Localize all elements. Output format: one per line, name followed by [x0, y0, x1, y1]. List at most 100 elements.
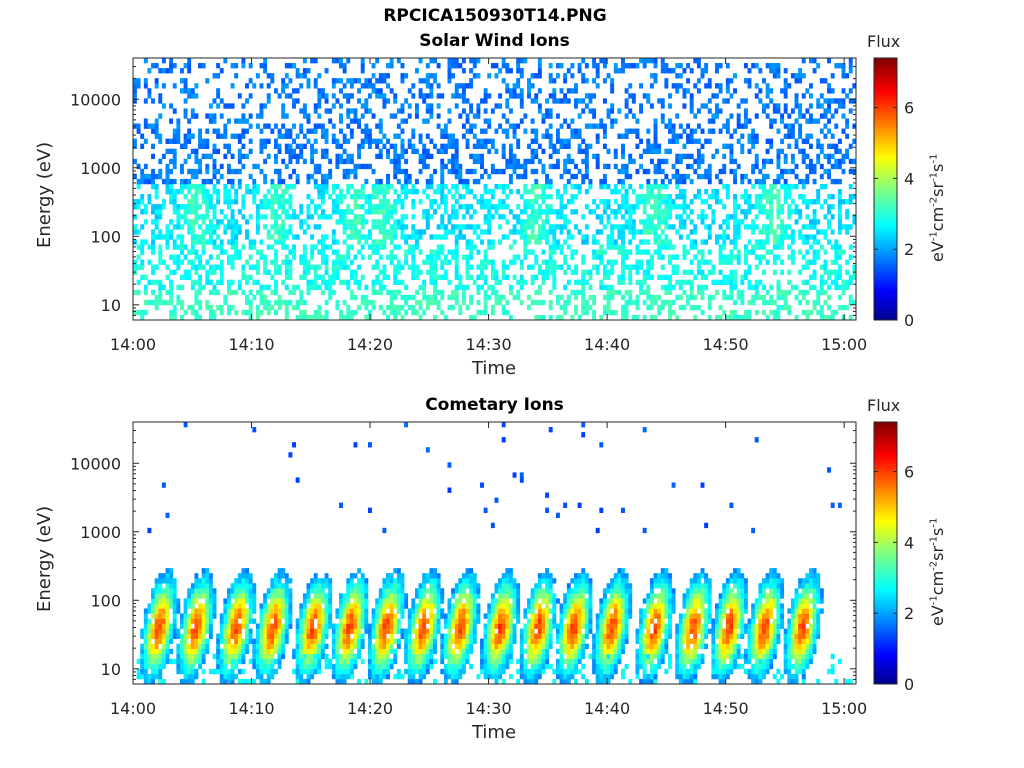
heatmap-cell — [440, 158, 445, 165]
heatmap-cell — [201, 244, 206, 250]
heatmap-cell — [176, 244, 181, 250]
heatmap-cell — [273, 229, 278, 235]
heatmap-cell — [743, 314, 748, 321]
heatmap-cell — [657, 163, 662, 170]
heatmap-cell — [743, 108, 748, 114]
heatmap-cell — [790, 183, 795, 190]
heatmap-cell — [555, 133, 560, 139]
heatmap-cell — [501, 264, 506, 270]
heatmap-cell — [671, 173, 676, 180]
heatmap-cell — [349, 274, 354, 280]
heatmap-cell — [834, 269, 839, 275]
heatmap-cell — [523, 128, 528, 134]
heatmap-cell — [790, 73, 795, 79]
heatmap-cell — [172, 608, 177, 614]
heatmap-cell — [201, 628, 206, 634]
heatmap-cell — [277, 613, 282, 619]
heatmap-cell — [245, 633, 249, 639]
heatmap-cell — [400, 153, 405, 160]
heatmap-cell — [133, 259, 137, 265]
heatmap-cell — [245, 274, 249, 280]
heatmap-cell — [169, 234, 174, 240]
heatmap-cell — [758, 178, 763, 185]
heatmap-cell — [827, 88, 831, 94]
heatmap-cell — [837, 214, 842, 220]
heatmap-cell — [733, 234, 738, 240]
heatmap-cell — [480, 284, 484, 291]
heatmap-cell — [404, 98, 409, 104]
heatmap-cell — [176, 214, 181, 220]
heatmap-cell — [628, 108, 633, 114]
heatmap-cell — [765, 138, 770, 144]
heatmap-cell — [223, 299, 228, 306]
heatmap-cell — [180, 648, 184, 655]
heatmap-cell — [151, 98, 155, 104]
heatmap-cell — [718, 269, 723, 275]
heatmap-cell — [270, 289, 275, 296]
heatmap-cell — [328, 294, 333, 301]
heatmap-cell — [425, 224, 430, 230]
heatmap-cell — [147, 648, 152, 655]
heatmap-cell — [136, 204, 141, 210]
heatmap-cell — [234, 289, 239, 296]
heatmap-cell — [266, 613, 271, 619]
heatmap-cell — [400, 199, 405, 205]
heatmap-cell — [733, 244, 738, 250]
heatmap-cell — [725, 314, 730, 321]
heatmap-cell — [465, 284, 470, 291]
heatmap-cell — [411, 148, 416, 155]
heatmap-cell — [787, 128, 792, 134]
heatmap-cell — [310, 279, 315, 286]
heatmap-cell — [205, 163, 210, 170]
heatmap-cell — [248, 113, 253, 119]
heatmap-cell — [154, 219, 159, 225]
heatmap-cell — [621, 279, 625, 286]
heatmap-cell — [776, 234, 781, 240]
heatmap-cell — [827, 98, 831, 104]
heatmap-cell — [494, 63, 499, 69]
heatmap-cell — [794, 138, 799, 144]
heatmap-cell — [743, 63, 748, 69]
heatmap-cell — [367, 244, 372, 250]
heatmap-cell — [505, 158, 510, 165]
heatmap-cell — [751, 168, 756, 175]
heatmap-cell — [219, 304, 224, 311]
heatmap-cell — [281, 204, 286, 210]
heatmap-cell — [205, 299, 210, 306]
heatmap-cell — [266, 304, 271, 311]
heatmap-cell — [787, 244, 792, 250]
heatmap-cell — [566, 98, 571, 104]
heatmap-cell — [657, 194, 662, 200]
heatmap-cell — [577, 279, 582, 286]
heatmap-cell — [646, 239, 651, 245]
heatmap-cell — [707, 163, 712, 170]
heatmap-cell — [165, 633, 170, 639]
heatmap-cell — [657, 214, 662, 220]
heatmap-cell — [574, 83, 578, 89]
heatmap-cell — [255, 264, 260, 270]
heatmap-cell — [592, 113, 597, 119]
heatmap-cell — [592, 314, 597, 321]
heatmap-cell — [429, 299, 434, 306]
heatmap-cell — [172, 244, 177, 250]
heatmap-cell — [328, 274, 333, 280]
heatmap-cell — [461, 204, 466, 210]
heatmap-cell — [707, 98, 712, 104]
heatmap-cell — [194, 573, 199, 579]
heatmap-cell — [241, 573, 246, 579]
heatmap-cell — [292, 209, 296, 215]
heatmap-cell — [205, 568, 210, 574]
heatmap-cell — [422, 163, 427, 170]
heatmap-cell — [837, 204, 842, 210]
heatmap-cell — [241, 309, 246, 316]
heatmap-cell — [158, 138, 163, 144]
heatmap-cell — [725, 194, 730, 200]
heatmap-cell — [451, 254, 456, 260]
heatmap-cell — [284, 299, 289, 306]
heatmap-cell — [136, 279, 141, 286]
heatmap-cell — [389, 143, 394, 149]
heatmap-cell — [187, 623, 192, 629]
heatmap-cell — [234, 194, 239, 200]
heatmap-cell — [226, 194, 231, 200]
heatmap-cell — [671, 133, 676, 139]
